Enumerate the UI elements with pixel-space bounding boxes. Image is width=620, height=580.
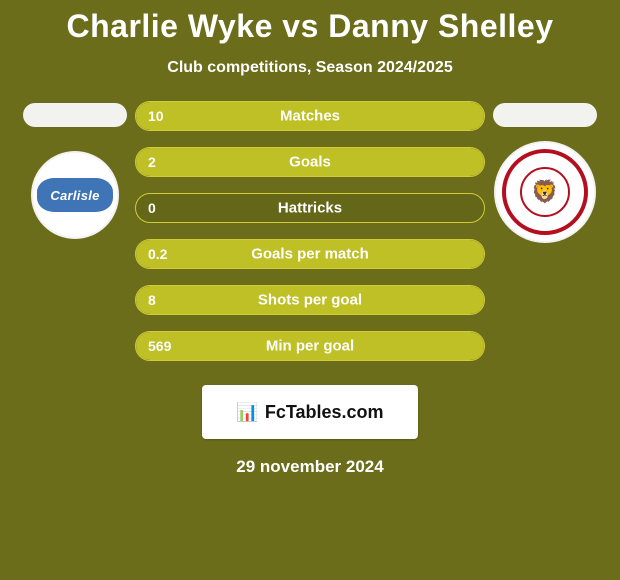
bar-label: Min per goal [266, 338, 354, 355]
carlisle-logo: Carlisle [37, 178, 113, 212]
stat-bar: 2 Goals [135, 147, 485, 177]
bar-value-left: 0 [148, 200, 156, 216]
crewe-logo-inner: 🦁 [520, 167, 570, 217]
bar-label: Hattricks [278, 200, 342, 217]
right-name-pill [493, 103, 597, 127]
right-club-badge: 🦁 [494, 141, 596, 243]
bar-label: Goals [289, 154, 331, 171]
left-club-badge: Carlisle [31, 151, 119, 239]
title-player1: Charlie Wyke [66, 8, 272, 44]
brand-text: FcTables.com [265, 402, 384, 423]
stat-bar: 8 Shots per goal [135, 285, 485, 315]
right-side: 🦁 [485, 101, 605, 243]
left-name-pill [23, 103, 127, 127]
bar-label: Matches [280, 108, 340, 125]
stat-bar: 10 Matches [135, 101, 485, 131]
content: Charlie Wyke vs Danny Shelley Club compe… [0, 0, 620, 580]
carlisle-logo-text: Carlisle [50, 188, 99, 203]
lion-icon: 🦁 [531, 179, 558, 205]
left-side: Carlisle [15, 101, 135, 239]
bar-value-left: 8 [148, 292, 156, 308]
bar-value-left: 10 [148, 108, 164, 124]
crewe-logo: 🦁 [502, 149, 588, 235]
stat-bar: 0.2 Goals per match [135, 239, 485, 269]
bar-label: Shots per goal [258, 292, 362, 309]
date-text: 29 november 2024 [236, 457, 383, 477]
stat-bar: 0 Hattricks [135, 193, 485, 223]
subtitle: Club competitions, Season 2024/2025 [167, 59, 452, 77]
stat-bars: 10 Matches 2 Goals 0 Hattricks 0.2 Goals per ma… [135, 101, 485, 361]
bar-value-left: 569 [148, 338, 171, 354]
bar-label: Goals per match [251, 246, 369, 263]
title-vs: vs [282, 8, 319, 44]
bar-value-left: 0.2 [148, 246, 167, 262]
page-title: Charlie Wyke vs Danny Shelley [66, 8, 553, 45]
bar-value-left: 2 [148, 154, 156, 170]
brand-card[interactable]: 📊 FcTables.com [202, 385, 418, 439]
chart-icon: 📊 [236, 402, 258, 423]
comparison-row: Carlisle 10 Matches 2 Goals 0 Hattricks 0.2 Goa… [0, 101, 620, 361]
stat-bar: 569 Min per goal [135, 331, 485, 361]
title-player2: Danny Shelley [328, 8, 553, 44]
